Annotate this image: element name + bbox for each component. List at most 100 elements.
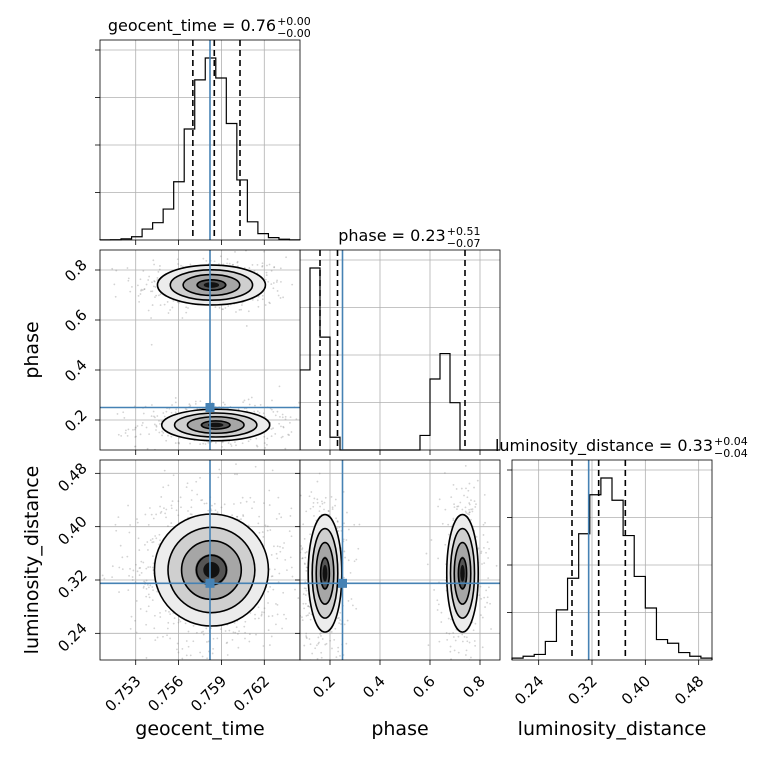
sample-point xyxy=(177,514,180,517)
sample-point xyxy=(170,522,173,524)
sample-point xyxy=(122,411,125,414)
sample-point xyxy=(249,438,252,441)
sample-point xyxy=(452,632,455,634)
sample-point xyxy=(443,472,446,474)
sample-point xyxy=(304,602,307,605)
sample-point xyxy=(266,525,269,528)
sample-point xyxy=(347,559,350,562)
sample-point xyxy=(320,632,322,634)
sample-point xyxy=(268,263,271,266)
sample-point xyxy=(159,293,162,296)
sample-point xyxy=(167,621,170,624)
sample-point xyxy=(336,617,339,620)
sample-point xyxy=(228,629,231,632)
sample-point xyxy=(281,627,284,630)
sample-point xyxy=(111,267,114,270)
sample-point xyxy=(242,514,244,516)
sample-point xyxy=(281,435,284,438)
sample-point xyxy=(276,557,279,560)
sample-point xyxy=(98,581,100,583)
sample-point xyxy=(194,400,197,403)
sample-point xyxy=(159,616,162,618)
sample-point xyxy=(223,503,226,506)
sample-point xyxy=(154,286,157,288)
sample-point xyxy=(177,263,179,265)
sample-point xyxy=(239,664,241,666)
sample-point xyxy=(157,270,160,273)
panel-title-text: luminosity_distance = 0.33 xyxy=(495,436,713,456)
sample-point xyxy=(154,416,156,419)
sample-point xyxy=(353,523,356,526)
contour-line xyxy=(315,541,335,605)
sample-point xyxy=(448,632,451,635)
sample-point xyxy=(169,613,172,615)
sample-point xyxy=(339,654,341,657)
sample-point xyxy=(227,442,230,444)
sample-point xyxy=(152,541,155,543)
sample-point xyxy=(127,589,130,592)
sample-point xyxy=(114,295,117,298)
sample-point xyxy=(216,637,219,640)
sample-point xyxy=(450,496,453,499)
sample-point xyxy=(240,304,243,306)
sample-point xyxy=(181,647,184,650)
sample-point xyxy=(350,598,353,600)
sample-point xyxy=(231,638,234,641)
sample-point xyxy=(291,283,294,286)
sample-point xyxy=(188,452,190,454)
sample-point xyxy=(272,287,275,290)
sample-point xyxy=(156,277,159,279)
sample-point xyxy=(165,410,168,413)
sample-point xyxy=(272,588,275,591)
sample-point xyxy=(309,533,312,536)
sample-point xyxy=(117,433,120,436)
sample-point xyxy=(330,631,333,633)
contour-line xyxy=(169,268,254,301)
sample-point xyxy=(136,518,138,520)
sample-point xyxy=(294,588,296,591)
sample-point xyxy=(289,421,291,424)
sample-point xyxy=(187,510,189,512)
sample-point xyxy=(470,499,472,502)
sample-point xyxy=(129,567,131,570)
sample-point xyxy=(234,631,237,634)
sample-point xyxy=(233,622,236,624)
sample-point xyxy=(343,576,345,579)
sample-point xyxy=(470,656,472,659)
sample-point xyxy=(172,474,175,477)
sample-point xyxy=(242,401,245,404)
sample-point xyxy=(308,495,311,498)
sample-point xyxy=(261,298,264,301)
sample-point xyxy=(167,525,169,528)
sample-point xyxy=(450,658,452,660)
sample-point xyxy=(177,441,180,444)
sample-point xyxy=(140,560,143,563)
pair-panel-geocent_time-luminosity_distance xyxy=(95,459,301,678)
sample-point xyxy=(185,408,188,411)
sample-point xyxy=(245,325,248,327)
sample-point xyxy=(243,676,245,678)
sample-point xyxy=(337,663,339,665)
sample-point xyxy=(440,611,443,614)
sample-point xyxy=(151,599,154,602)
sample-point xyxy=(214,509,217,512)
sample-point xyxy=(248,403,251,406)
sample-point xyxy=(264,524,267,527)
sample-point xyxy=(237,646,240,649)
sample-point xyxy=(144,543,146,546)
sample-point xyxy=(463,494,465,497)
sample-point xyxy=(480,550,483,553)
sample-point xyxy=(134,427,137,429)
sample-point xyxy=(338,526,341,529)
sample-point xyxy=(202,257,205,260)
sample-point xyxy=(145,579,148,582)
x-axis-luminosity_distance: 0.24 0.32 0.40 0.48 luminosity_distance xyxy=(511,672,707,740)
sample-point xyxy=(240,308,242,311)
sample-point xyxy=(149,566,152,568)
sample-point xyxy=(219,472,222,475)
sample-point xyxy=(236,265,239,267)
x-tick-label: 0.756 xyxy=(144,672,187,715)
sample-point xyxy=(185,486,188,488)
hist-panel-phase-background xyxy=(300,250,500,450)
sample-point xyxy=(185,306,188,309)
